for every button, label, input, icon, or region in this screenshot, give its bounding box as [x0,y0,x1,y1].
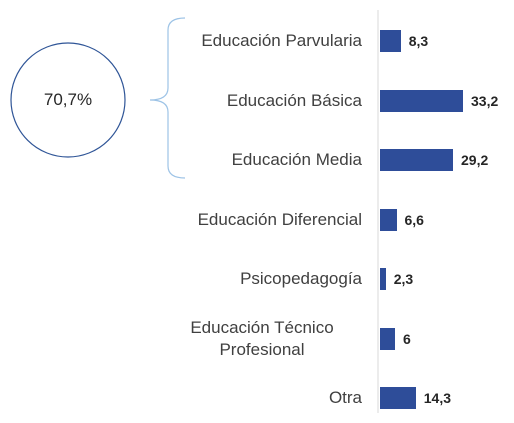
category-row: Psicopedagogía [150,251,362,307]
bar [380,149,453,171]
category-row: Otra [150,370,362,423]
annotation: 70,7% [43,90,93,109]
bracket [149,17,186,179]
category-row: Educación Diferencial [150,192,362,248]
category-label: Educación Básica [226,90,362,110]
category-row: Educación Básica [150,73,362,129]
value-label: 14,3 [423,390,451,406]
bar [380,327,395,350]
value-label: 6 [403,330,411,347]
value-label: 6,6 [404,211,424,228]
value-label: 2,3 [393,271,414,287]
annotation-circle [10,42,126,158]
bar [380,30,401,52]
category-label: Otra [328,388,362,407]
category-label: Educación Técnico Profesional [190,317,334,359]
value-label: 33,2 [471,92,499,109]
value-label: 29,2 [461,152,489,168]
bar [380,208,397,231]
category-row: Educación Técnico Profesional [150,311,362,367]
category-row: Educación Parvularia [150,13,362,69]
category-label: Psicopedagogía [240,269,362,288]
category-label: Educación Media [231,150,362,169]
bar [380,387,416,409]
bar [380,89,463,112]
category-label: Educación Diferencial [197,209,362,229]
category-label: Educación Parvularia [201,31,362,50]
category-row: Educación Media [150,132,362,188]
value-label: 8,3 [408,33,429,49]
bar [380,268,386,290]
